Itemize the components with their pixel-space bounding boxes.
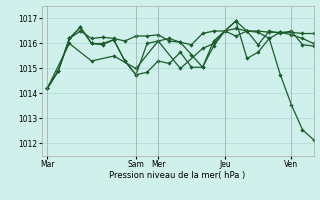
X-axis label: Pression niveau de la mer( hPa ): Pression niveau de la mer( hPa ) <box>109 171 246 180</box>
